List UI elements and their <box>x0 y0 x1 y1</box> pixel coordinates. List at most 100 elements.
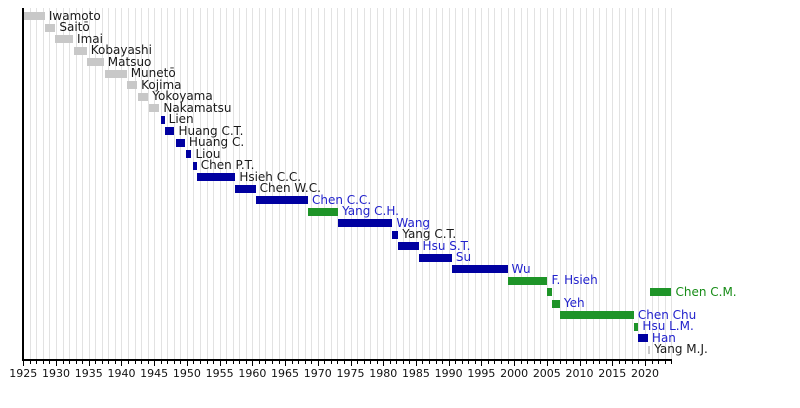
gridline-year-1954 <box>213 8 214 359</box>
term-bar-sait <box>44 23 56 32</box>
gridline-year-2018 <box>632 8 633 359</box>
x-axis-tick-label-1945: 1945 <box>140 366 169 380</box>
x-axis-tick-1942 <box>135 360 136 364</box>
x-axis-tick-label-1985: 1985 <box>401 366 430 380</box>
x-axis-tick-1930 <box>56 360 57 366</box>
gridline-year-2004 <box>540 8 541 359</box>
x-axis-tick-1926 <box>30 360 31 364</box>
term-bar-chen-c-m-1 <box>547 288 553 296</box>
term-bar-hsu-s-t <box>398 242 419 250</box>
x-axis-tick-1975 <box>351 360 352 366</box>
gridline-year-1955 <box>220 8 221 359</box>
x-axis-tick-2005 <box>547 360 548 366</box>
x-axis-tick-label-2020: 2020 <box>630 366 659 380</box>
term-bar-imai <box>55 35 74 43</box>
gridline-year-1985 <box>416 8 417 359</box>
gridline-year-1992 <box>462 8 463 359</box>
gridline-year-1999 <box>508 8 509 359</box>
gridline-year-1990 <box>449 8 450 359</box>
x-axis-tick-2006 <box>553 360 554 364</box>
gridline-year-1984 <box>409 8 410 359</box>
gridline-year-1946 <box>161 8 162 359</box>
x-axis-tick-label-2015: 2015 <box>598 366 627 380</box>
x-axis-tick-1991 <box>455 360 456 364</box>
x-axis-tick-1945 <box>154 360 155 366</box>
x-axis-tick-1986 <box>422 360 423 364</box>
x-axis-tick-2002 <box>527 360 528 364</box>
term-label-f-hsieh: F. Hsieh <box>551 273 598 287</box>
gridline-year-2024 <box>671 8 672 359</box>
gridline-year-2017 <box>625 8 626 359</box>
term-label-wu: Wu <box>511 261 531 276</box>
x-axis-tick-label-1940: 1940 <box>107 366 136 380</box>
x-axis-tick-1981 <box>390 360 391 364</box>
gridline-year-1998 <box>501 8 502 359</box>
gridline-year-1988 <box>436 8 437 359</box>
x-axis-tick-1983 <box>403 360 404 364</box>
gridline-year-1970 <box>318 8 319 359</box>
gridline-year-1947 <box>167 8 168 359</box>
term-bar-lien <box>160 115 165 124</box>
gridline-year-2021 <box>652 8 653 359</box>
gridline-year-1995 <box>481 8 482 359</box>
gridline-year-2000 <box>514 8 515 359</box>
x-axis-tick-1992 <box>462 360 463 364</box>
x-axis-tick-2012 <box>593 360 594 364</box>
gridline-year-1940 <box>121 8 122 359</box>
x-axis-tick-1967 <box>298 360 299 364</box>
gridline-year-2015 <box>612 8 613 359</box>
term-label-chen-p-t: Chen P.T. <box>200 158 255 172</box>
gridline-year-1997 <box>494 8 495 359</box>
x-axis-tick-1943 <box>141 360 142 364</box>
term-bar-hsieh-c-c <box>196 173 236 181</box>
gridline-year-2020 <box>645 8 646 359</box>
gridline-year-1993 <box>468 8 469 359</box>
gridline-year-1971 <box>324 8 325 359</box>
x-axis-tick-2015 <box>612 360 613 366</box>
gridline-year-2005 <box>547 8 548 359</box>
x-axis-tick-1938 <box>108 360 109 364</box>
term-bar-kojima <box>127 81 138 89</box>
x-axis-tick-1994 <box>475 360 476 364</box>
gridline-year-1965 <box>285 8 286 359</box>
x-axis-tick-2021 <box>652 360 653 364</box>
x-axis-tick-1932 <box>69 360 70 364</box>
term-label-kojima: Kojima <box>141 77 182 92</box>
term-label-hsu-s-t: Hsu S.T. <box>422 238 471 253</box>
gridline-year-1956 <box>226 8 227 359</box>
term-bar-yang-c-h <box>307 207 339 216</box>
gridline-year-1939 <box>115 8 116 359</box>
term-label-matsuo: Matsuo <box>107 54 152 69</box>
term-label-yang-c-h: Yang C.H. <box>342 204 399 218</box>
gridline-year-2008 <box>566 8 567 359</box>
term-label-lien: Lien <box>168 112 194 126</box>
x-axis-tick-1964 <box>279 360 280 364</box>
gridline-year-1962 <box>265 8 266 359</box>
gridline-year-1945 <box>154 8 155 359</box>
x-axis-tick-1988 <box>436 360 437 364</box>
x-axis-tick-label-2010: 2010 <box>565 366 594 380</box>
gridline-year-1951 <box>193 8 194 359</box>
gridline-year-2009 <box>573 8 574 359</box>
term-bar-matsuo <box>87 58 104 66</box>
gridline-year-2011 <box>586 8 587 359</box>
x-axis-tick-1953 <box>207 360 208 364</box>
x-axis-tick-1925 <box>23 360 24 366</box>
gridline-year-1941 <box>128 8 129 359</box>
term-label-wang: Wang <box>396 215 431 230</box>
x-axis-tick-1928 <box>43 360 44 364</box>
x-axis-tick-2016 <box>619 360 620 364</box>
x-axis-tick-1954 <box>213 360 214 364</box>
x-axis-tick-1958 <box>239 360 240 364</box>
gridline-year-1979 <box>377 8 378 359</box>
x-axis-tick-1934 <box>82 360 83 364</box>
term-label-huang-c-t: Huang C.T. <box>178 123 244 138</box>
gridline-year-1983 <box>403 8 404 359</box>
gridline-year-2019 <box>638 8 639 359</box>
gridline-year-2023 <box>665 8 666 359</box>
x-axis-tick-1990 <box>449 360 450 366</box>
term-bar-nakamatsu <box>148 104 160 112</box>
term-bar-liou <box>186 150 192 158</box>
x-axis-tick-label-1980: 1980 <box>369 366 398 380</box>
gridline-year-1942 <box>135 8 136 359</box>
